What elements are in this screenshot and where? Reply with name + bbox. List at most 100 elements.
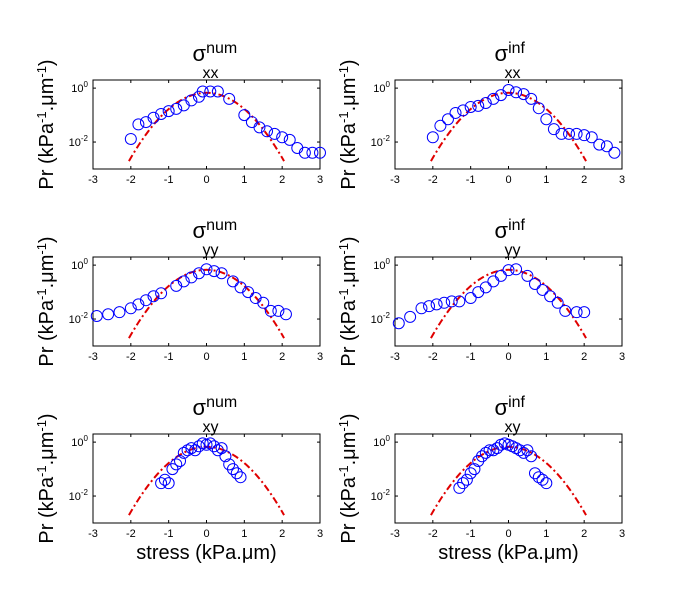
data-point <box>536 473 549 486</box>
data-point <box>272 304 285 317</box>
x-tick-label: 1 <box>241 174 247 186</box>
data-point <box>525 92 538 105</box>
panel-title-subscript: xx <box>203 65 219 82</box>
data-point <box>517 446 530 459</box>
y-axis-label: Pr (kPa-1.μm-1) <box>336 59 360 189</box>
data-point <box>536 283 549 296</box>
y-tick-label: 10-2 <box>69 311 89 326</box>
data-point <box>257 296 270 309</box>
x-axis-label: stress (kPa.μm) <box>438 542 578 564</box>
y-tick-label: 10-2 <box>371 134 391 149</box>
data-point <box>268 127 281 140</box>
y-axis-label: Pr (kPa-1.μm-1) <box>336 236 360 366</box>
x-tick-label: -3 <box>390 174 400 186</box>
data-point <box>441 113 454 126</box>
panel-title: σinf <box>495 40 526 66</box>
data-series <box>426 84 621 159</box>
data-point <box>404 310 417 323</box>
data-point <box>423 300 436 313</box>
data-point <box>200 263 213 276</box>
data-point <box>513 444 526 457</box>
data-point <box>445 295 458 308</box>
data-point <box>90 309 103 322</box>
data-point <box>438 296 451 309</box>
x-tick-label: 0 <box>505 174 511 186</box>
data-point <box>162 477 175 490</box>
data-point <box>189 444 202 457</box>
data-point <box>253 121 266 134</box>
data-point <box>226 463 239 476</box>
data-point <box>532 102 545 115</box>
data-point <box>230 467 243 480</box>
data-point <box>502 84 515 97</box>
data-point <box>525 450 538 463</box>
data-point <box>494 269 507 282</box>
data-point <box>551 296 564 309</box>
data-point <box>234 471 247 484</box>
data-point <box>502 264 515 277</box>
x-tick-label: -2 <box>126 351 136 363</box>
data-point <box>476 450 489 463</box>
panel-title-subscript: yy <box>203 242 219 259</box>
axes-box <box>394 256 623 347</box>
y-axis-label: Pr (kPa-1.μm-1) <box>34 59 58 189</box>
x-tick-label: -1 <box>466 528 476 540</box>
data-point <box>226 275 239 288</box>
x-tick-label: 3 <box>619 174 625 186</box>
data-point <box>464 100 477 113</box>
data-point <box>162 105 175 118</box>
x-tick-label: 2 <box>581 528 587 540</box>
x-tick-label: -2 <box>428 528 438 540</box>
data-point <box>124 132 137 145</box>
data-point <box>479 281 492 294</box>
data-point <box>170 458 183 471</box>
x-tick-label: 2 <box>279 528 285 540</box>
x-tick-label: 1 <box>543 174 549 186</box>
data-point <box>468 463 481 476</box>
x-tick-label: -2 <box>126 528 136 540</box>
panel-title: σnum <box>193 394 238 420</box>
data-point <box>204 437 217 450</box>
data-point <box>544 290 557 303</box>
data-point <box>563 127 576 140</box>
data-point <box>192 440 205 453</box>
data-point <box>211 85 224 98</box>
data-point <box>540 113 553 126</box>
x-tick-label: 3 <box>619 528 625 540</box>
data-point <box>208 265 221 278</box>
x-tick-label: -2 <box>126 174 136 186</box>
data-point <box>155 107 168 120</box>
data-point <box>155 287 168 300</box>
panel-title: σinf <box>495 394 526 420</box>
data-point <box>177 275 190 288</box>
data-point <box>532 471 545 484</box>
x-tick-label: -1 <box>164 174 174 186</box>
x-tick-label: -3 <box>390 351 400 363</box>
data-point <box>170 279 183 292</box>
data-point <box>570 127 583 140</box>
x-tick-label: 2 <box>581 351 587 363</box>
y-axis-label: Pr (kPa-1.μm-1) <box>34 236 58 366</box>
data-point <box>204 85 217 98</box>
data-point <box>279 308 292 321</box>
x-tick-label: 1 <box>241 528 247 540</box>
x-tick-label: -1 <box>164 528 174 540</box>
data-point <box>600 140 613 153</box>
data-point <box>593 138 606 151</box>
panel-title: σnum <box>193 217 238 243</box>
data-point <box>585 131 598 144</box>
data-point <box>185 94 198 107</box>
data-point <box>430 298 443 311</box>
y-axis-label: Pr (kPa-1.μm-1) <box>34 413 58 543</box>
data-point <box>487 92 500 105</box>
panel-title: σinf <box>495 217 526 243</box>
x-tick-label: 3 <box>317 174 323 186</box>
data-point <box>434 119 447 132</box>
data-point <box>158 473 171 486</box>
y-tick-label: 10-2 <box>69 488 89 503</box>
data-point <box>528 467 541 480</box>
data-point <box>155 477 168 490</box>
